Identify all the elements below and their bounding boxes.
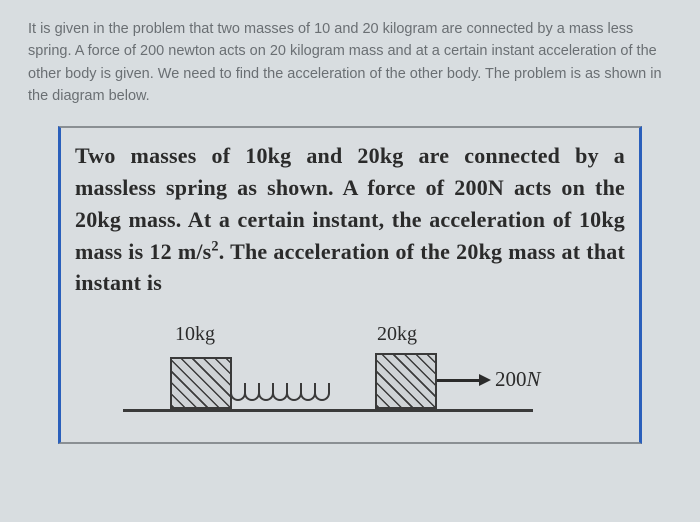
- block-left-hatch: [172, 359, 230, 407]
- force-label: 200N: [495, 367, 541, 392]
- force-value: 200: [495, 367, 527, 391]
- block-left-label: 10kg: [175, 323, 215, 346]
- block-right-hatch: [377, 355, 435, 407]
- ground-line: [123, 409, 533, 412]
- block-right: [375, 353, 437, 409]
- intro-paragraph: It is given in the problem that two mass…: [28, 18, 672, 108]
- block-right-label: 20kg: [377, 323, 417, 346]
- force-unit: N: [527, 367, 541, 391]
- problem-box: Two masses of 10kg and 20kg are connecte…: [58, 126, 642, 444]
- spring-coil: [314, 383, 330, 401]
- problem-statement: Two masses of 10kg and 20kg are connecte…: [75, 140, 625, 299]
- force-arrow-line: [437, 379, 479, 382]
- physics-diagram: 10kg 20kg 200N: [75, 317, 625, 432]
- force-arrow-head: [479, 374, 491, 386]
- spring: [232, 383, 330, 401]
- block-left: [170, 357, 232, 409]
- exponent: 2: [211, 238, 218, 254]
